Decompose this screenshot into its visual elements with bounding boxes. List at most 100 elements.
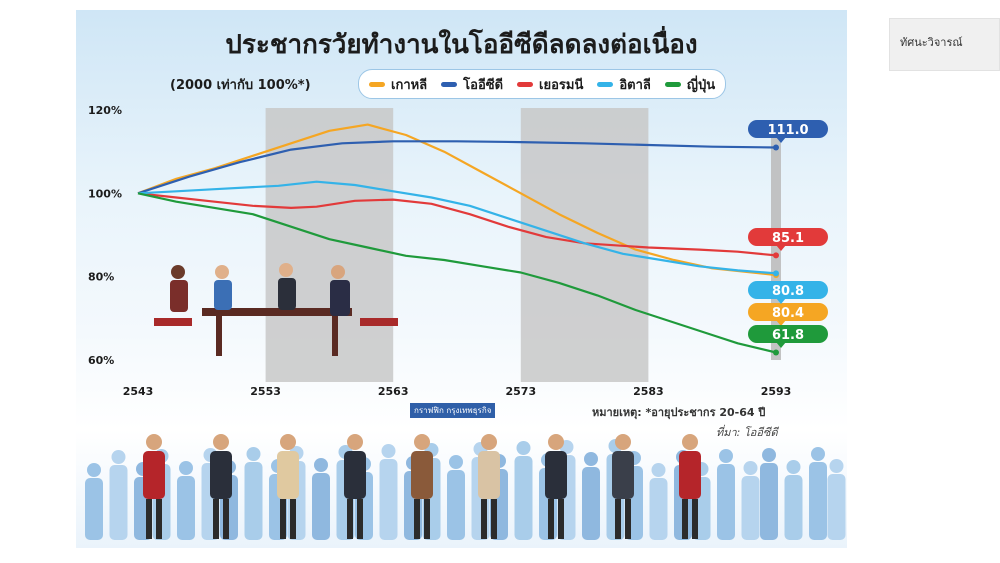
person-figure-head [682,434,698,450]
graphic-credit: กราฟฟิก กรุงเทพธุรกิจ [410,403,496,418]
crowd-figure-head [246,447,261,461]
legend-label: ญี่ปุ่น [686,77,716,93]
crowd-figure-head [786,460,801,474]
person-figure-body [344,451,366,499]
crowd-figure-body [514,456,533,540]
crowd-figure-head [651,463,666,477]
crowd-figure-body [827,474,846,540]
crowd-figure-body [760,463,778,540]
series-end-point [773,270,779,277]
crowd-figure-body [379,459,398,540]
series-line-1 [137,140,777,195]
y-tick-label: 60% [88,354,114,367]
series-end-point [773,144,779,151]
person-figure-body [143,451,165,499]
person-figure-leg [558,499,564,539]
person-figure-head [414,434,430,450]
y-tick-label: 120% [88,104,122,117]
person-figure-leg [280,499,286,539]
x-tick-label: 2593 [761,385,792,398]
infographic: ประชากรวัยทำงานในโออีซีดีลดลงต่อเนื่อง (… [76,10,847,548]
sidebar-tab-opinion[interactable]: ทัศนะวิจารณ์ [889,18,1000,71]
person-figure-body [277,451,299,499]
crowd-figure-body [447,470,465,540]
person-figure-leg [414,499,420,539]
end-value-pointer [776,245,786,251]
end-value-badge [748,281,828,299]
end-value-label: 80.4 [772,306,804,321]
crowd-figure-head [719,449,733,463]
person-figure-leg [290,499,296,539]
person-figure-body [545,451,567,499]
legend-item-oecd: โออีซีดี [441,74,503,95]
y-tick-label: 80% [88,271,114,284]
person-figure-leg [682,499,688,539]
legend-item-japan: ญี่ปุ่น [664,74,716,95]
end-value-pointer [776,137,786,143]
x-tick-label: 2543 [123,385,154,398]
end-value-label: 111.0 [767,123,808,138]
person-figure-leg [146,499,152,539]
person-figure-body [679,451,701,499]
crowd-figure-head [314,458,328,472]
crowd-figure-head [87,463,101,477]
x-tick-label: 2573 [505,385,536,398]
end-value-badge [748,228,828,246]
person-figure-body [210,451,232,499]
series-line-3 [137,180,777,275]
x-tick-label: 2563 [378,385,409,398]
series-end-point [773,252,779,259]
crowd-figure-body [717,464,735,540]
crowd-figure-head [449,455,463,469]
person-figure-leg [625,499,631,539]
person-figure-head [548,434,564,450]
end-value-pointer [776,342,786,348]
person-figure-leg [223,499,229,539]
crowd-figure-body [244,462,263,540]
crowd-figure-body [784,475,803,540]
legend-item-korea: เกาหลี [369,74,427,95]
series-line-0 [137,123,777,277]
crowd-figure-body [85,478,103,540]
crowd-figure-body [312,473,330,540]
crowd-figure-head [762,448,776,462]
legend-swatch [517,81,534,87]
crowd-figure-head [179,461,193,475]
crowd-figure-body [809,462,827,540]
series-line-2 [137,192,777,257]
crowd-figure-head [381,444,396,458]
legend-label: โออีซีดี [463,77,504,93]
end-value-badge [748,303,828,321]
crowd-figure-body [177,476,195,540]
crowd-figure-head [111,450,126,464]
end-value-badge [748,120,828,138]
sidebar-tab-label: ทัศนะวิจารณ์ [900,36,963,49]
chart-title: ประชากรวัยทำงานในโออีซีดีลดลงต่อเนื่อง [225,30,698,60]
person-figure-head [481,434,497,450]
legend-label: เกาหลี [391,77,428,93]
meeting-illustration [154,263,398,356]
person-figure-leg [357,499,363,539]
crowd-figure-head [516,441,531,455]
end-value-label: 85.1 [772,231,804,246]
person-figure-leg [156,499,162,539]
chart-legend: เกาหลี โออีซีดี เยอรมนี อิตาลี ญี่ปุ่น [358,69,727,99]
person-figure-head [347,434,363,450]
crowd-figure-body [109,465,128,540]
crowd-figure-head [584,452,598,466]
end-value-pointer [776,320,786,326]
end-value-label: 61.8 [772,328,804,343]
legend-label: เยอรมนี [539,77,584,93]
crowd-figure-head [829,459,844,473]
person-figure-body [612,451,634,499]
person-figure-head [213,434,229,450]
footnote: หมายเหตุ: *อายุประชากร 20-64 ปี [592,406,766,419]
crowd-illustration [85,434,846,540]
person-figure-head [280,434,296,450]
crowd-figure-head [811,447,825,461]
series-end-point [773,349,779,356]
x-tick-label: 2553 [250,385,281,398]
legend-label: อิตาลี [619,77,651,93]
shaded-band [520,108,649,382]
legend-swatch [597,81,614,87]
